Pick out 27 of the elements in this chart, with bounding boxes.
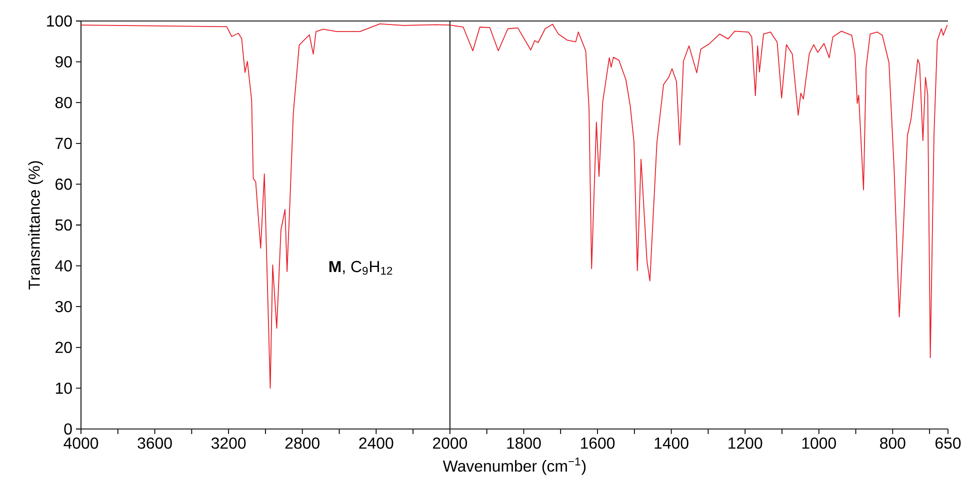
y-tick-label: 80 bbox=[55, 96, 72, 108]
x-tick-label: 2400 bbox=[359, 438, 394, 449]
y-tick-label: 90 bbox=[55, 56, 72, 68]
x-tick-label: 3200 bbox=[211, 438, 246, 449]
y-tick-label: 20 bbox=[56, 342, 72, 354]
y-tick-label: 10 bbox=[56, 382, 72, 394]
x-tick-label: 2800 bbox=[285, 438, 320, 449]
y-tick-label: 70 bbox=[56, 138, 72, 150]
x-tick-label: 650 bbox=[936, 438, 961, 449]
x-tick-label: 4000 bbox=[64, 438, 98, 449]
x-tick-label: 3600 bbox=[138, 438, 172, 449]
y-tick-label: 60 bbox=[56, 178, 72, 190]
x-tick-label: 1800 bbox=[507, 438, 541, 449]
y-tick-label: 50 bbox=[55, 219, 72, 231]
y-tick-label: 0 bbox=[64, 423, 72, 435]
y-tick-label: 100 bbox=[47, 15, 72, 27]
x-tick-label: 1600 bbox=[581, 438, 615, 449]
x-tick-label: 1200 bbox=[728, 438, 762, 449]
x-tick-label: 800 bbox=[880, 438, 906, 449]
x-tick-label: 1400 bbox=[654, 438, 688, 449]
x-axis-title: Wavenumber (cm$^{−1}$) bbox=[442, 458, 586, 475]
y-axis-title: Transmittance (%) bbox=[28, 161, 44, 290]
y-tick-label: 40 bbox=[55, 260, 72, 272]
x-tick-label: 1000 bbox=[802, 438, 836, 449]
annotation: M, C$_{9}$H$_{12}$ bbox=[329, 260, 392, 275]
x-tick-label: 2000 bbox=[433, 438, 468, 449]
y-tick-label: 30 bbox=[55, 300, 72, 312]
